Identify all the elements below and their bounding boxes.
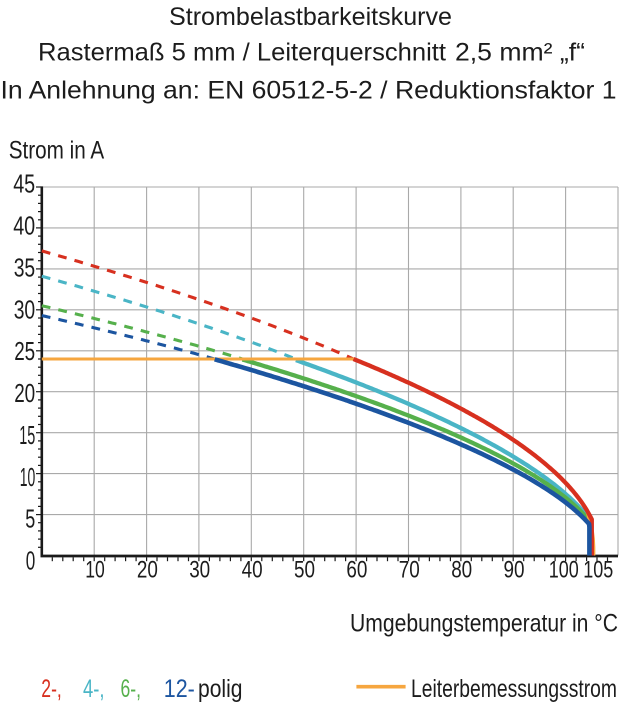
svg-text:10: 10	[20, 464, 36, 492]
svg-text:15: 15	[19, 422, 35, 450]
svg-text:50: 50	[294, 556, 315, 583]
svg-text:30: 30	[189, 556, 210, 583]
svg-text:0: 0	[26, 548, 36, 576]
svg-text:10: 10	[85, 556, 105, 583]
svg-text:20: 20	[137, 556, 158, 583]
svg-text:Strom in A: Strom in A	[9, 137, 105, 165]
svg-text:45: 45	[13, 171, 35, 199]
svg-text:Rastermaß 5 mm / Leiterquersch: Rastermaß 5 mm / Leiterquerschnitt 2,5 mm…	[38, 39, 585, 67]
svg-text:100: 100	[549, 556, 579, 583]
svg-text:12-: 12-	[164, 675, 195, 703]
svg-text:Umgebungstemperatur in °C: Umgebungstemperatur in °C	[350, 610, 618, 638]
svg-text:2-,: 2-,	[41, 675, 62, 703]
svg-text:6-,: 6-,	[121, 675, 142, 703]
svg-text:20: 20	[14, 380, 35, 408]
svg-text:5: 5	[25, 506, 35, 534]
svg-text:Strombelastbarkeitskurve: Strombelastbarkeitskurve	[169, 3, 452, 31]
svg-text:4-,: 4-,	[83, 675, 105, 703]
svg-text:90: 90	[504, 556, 525, 583]
svg-text:In Anlehnung an: EN 60512-5-2: In Anlehnung an: EN 60512-5-2 / Reduktio…	[1, 77, 617, 105]
svg-text:polig: polig	[198, 675, 243, 703]
svg-text:40: 40	[242, 556, 263, 583]
svg-text:Leiterbemessungsstrom: Leiterbemessungsstrom	[411, 675, 617, 703]
svg-text:105: 105	[583, 556, 613, 583]
svg-text:70: 70	[399, 556, 420, 583]
svg-text:30: 30	[14, 296, 36, 324]
svg-text:40: 40	[13, 213, 35, 241]
svg-text:35: 35	[14, 255, 36, 283]
svg-text:60: 60	[346, 556, 367, 583]
svg-text:80: 80	[451, 556, 472, 583]
svg-text:25: 25	[14, 338, 35, 366]
